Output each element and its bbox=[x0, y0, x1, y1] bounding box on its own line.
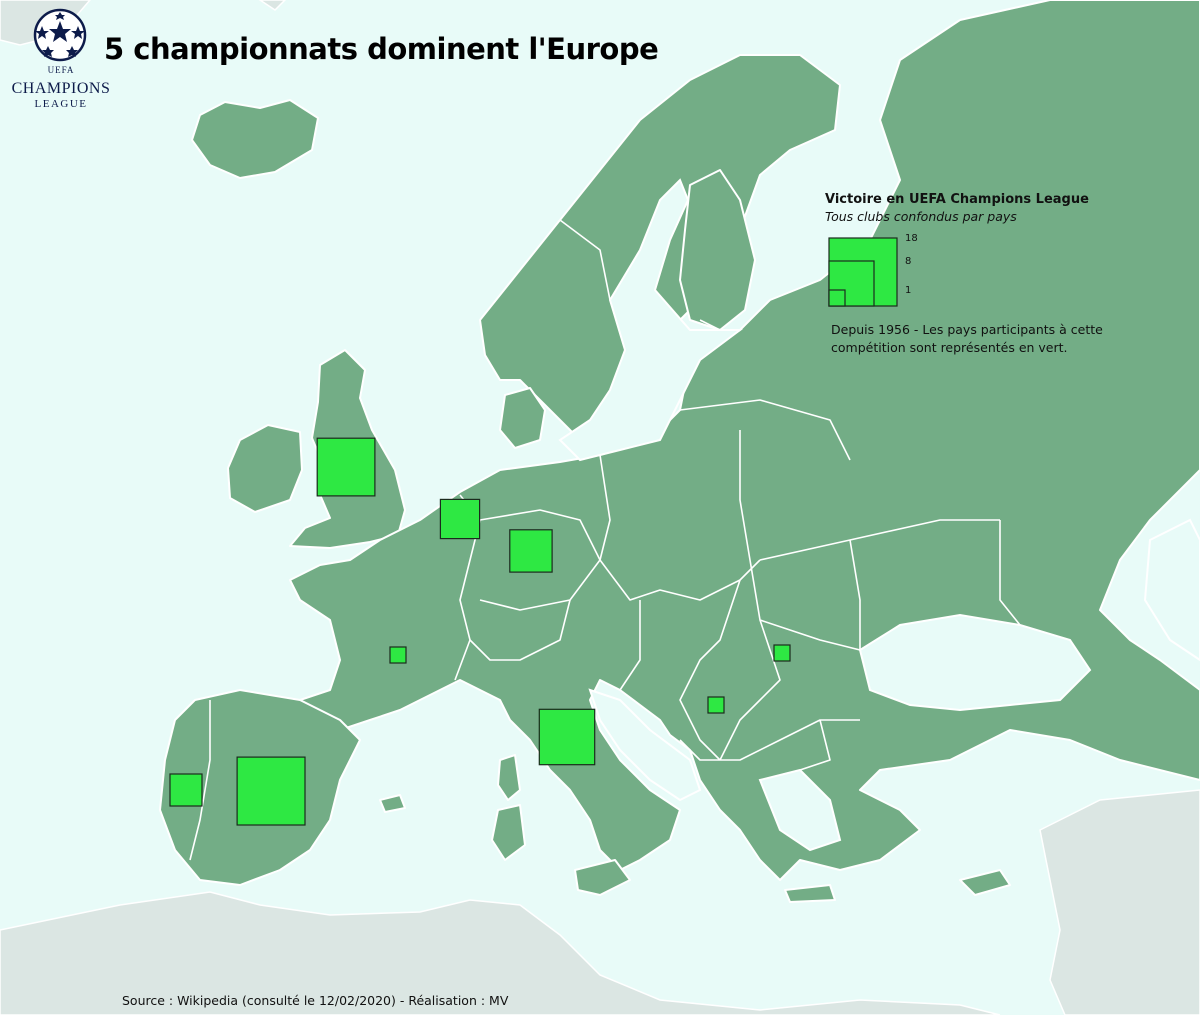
win-marker-england bbox=[316, 437, 376, 497]
baltic-sea bbox=[558, 178, 743, 462]
sardinia-land bbox=[491, 804, 526, 861]
logo-league-text: LEAGUE bbox=[34, 98, 88, 110]
black-sea bbox=[858, 613, 1092, 712]
map-title: 5 championnats dominent l'Europe bbox=[104, 32, 659, 66]
logo-champions-text: CHAMPIONS bbox=[11, 80, 111, 97]
win-marker-netherlands bbox=[439, 498, 481, 540]
balearic-land bbox=[379, 794, 406, 813]
middle-east-land bbox=[1039, 789, 1200, 1015]
cyprus-land bbox=[959, 869, 1011, 896]
denmark-land bbox=[499, 387, 546, 449]
win-marker-spain bbox=[236, 756, 306, 826]
adriatic-sea bbox=[588, 688, 702, 802]
ireland-land bbox=[227, 424, 303, 513]
legend-subtitle: Tous clubs confondus par pays bbox=[825, 209, 1017, 224]
win-marker-germany bbox=[509, 529, 553, 573]
legend-square-1 bbox=[828, 289, 846, 307]
win-marker-romania bbox=[773, 644, 791, 662]
country-borders bbox=[189, 219, 1021, 861]
corsica-land bbox=[497, 754, 521, 801]
logo-uefa-text: UEFA bbox=[47, 65, 75, 75]
win-marker-serbia bbox=[707, 696, 725, 714]
source-credit: Source : Wikipedia (consulté le 12/02/20… bbox=[122, 993, 509, 1008]
finland-land bbox=[679, 169, 756, 331]
win-marker-portugal bbox=[169, 773, 203, 807]
starball-icon bbox=[33, 8, 87, 62]
win-markers bbox=[169, 437, 791, 826]
north-africa-land bbox=[0, 891, 1001, 1015]
svalbard-land bbox=[258, 0, 287, 11]
iceland-land bbox=[191, 99, 319, 179]
legend-squares bbox=[828, 237, 898, 307]
crete-land bbox=[784, 884, 836, 903]
win-marker-france bbox=[389, 646, 407, 664]
sicily-land bbox=[574, 859, 631, 896]
champions-league-logo: UEFA CHAMPIONS LEAGUE bbox=[2, 4, 120, 114]
legend-title: Victoire en UEFA Champions League bbox=[825, 192, 1089, 207]
legend-tick-8: 8 bbox=[905, 256, 912, 267]
legend-note: Depuis 1956 - Les pays participants à ce… bbox=[831, 322, 1103, 355]
caspian-sea bbox=[1143, 518, 1200, 662]
legend-tick-1: 1 bbox=[905, 285, 912, 296]
win-marker-italy bbox=[538, 708, 596, 766]
legend-tick-18: 18 bbox=[905, 233, 918, 244]
